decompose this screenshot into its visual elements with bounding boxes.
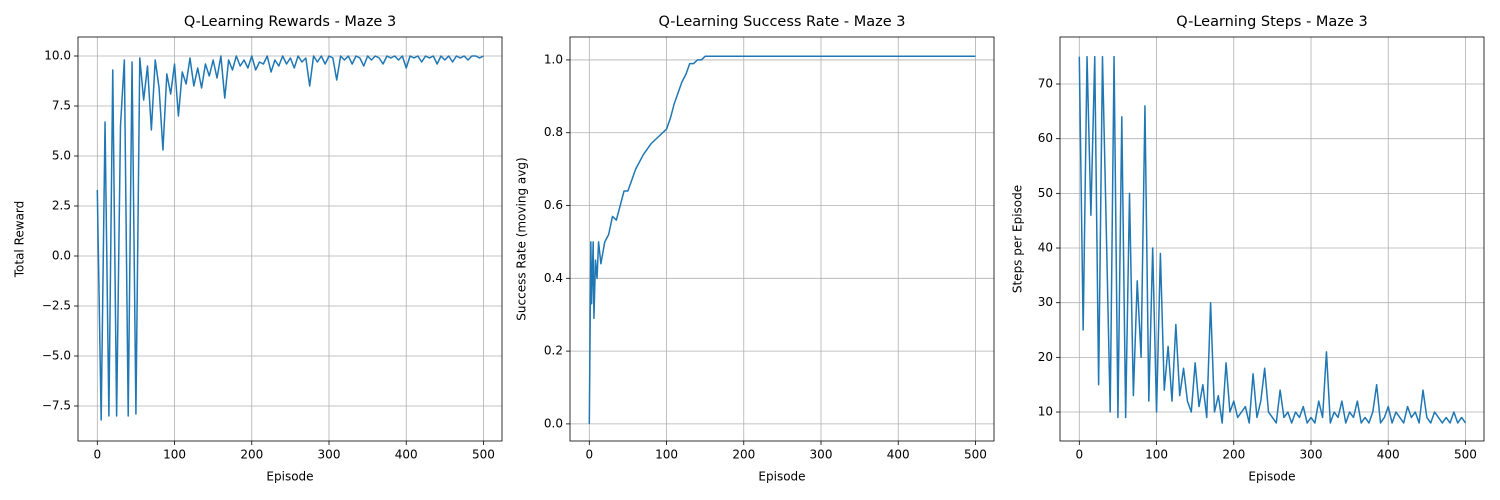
y-tick-label: 5.0 xyxy=(52,149,71,163)
y-tick-label: 60 xyxy=(1038,131,1053,145)
y-tick-label: −7.5 xyxy=(42,399,71,413)
y-tick-label: 0.4 xyxy=(544,271,563,285)
plot-frame xyxy=(569,36,995,442)
x-tick-label: 300 xyxy=(318,448,341,462)
x-tick-label: 500 xyxy=(472,448,495,462)
y-tick-label: 0.0 xyxy=(544,416,563,430)
y-tick-label: 50 xyxy=(1038,186,1053,200)
y-axis-label: Total Reward xyxy=(13,201,27,279)
y-tick-label: −2.5 xyxy=(42,299,71,313)
y-tick-label: 7.5 xyxy=(52,99,71,113)
x-tick-label: 400 xyxy=(395,448,418,462)
plot-frame xyxy=(77,36,503,442)
x-tick-label: 0 xyxy=(93,448,101,462)
chart-title: Q-Learning Rewards - Maze 3 xyxy=(184,14,396,30)
x-axis-label: Episode xyxy=(758,470,805,484)
y-tick-label: 0.0 xyxy=(52,249,71,263)
y-axis-label: Success Rate (moving avg) xyxy=(515,157,529,320)
y-tick-label: 0.2 xyxy=(544,344,563,358)
plot-frame xyxy=(1059,36,1485,442)
y-axis-label: Steps per Episode xyxy=(1011,185,1025,293)
x-tick-label: 500 xyxy=(1454,448,1477,462)
y-tick-label: 20 xyxy=(1038,350,1053,364)
x-tick-label: 200 xyxy=(732,448,755,462)
x-axis-label: Episode xyxy=(266,470,313,484)
data-line xyxy=(588,55,976,424)
x-axis-label: Episode xyxy=(1248,470,1295,484)
data-line xyxy=(1078,55,1467,424)
y-tick-label: 10 xyxy=(1038,405,1053,419)
y-tick-label: 40 xyxy=(1038,241,1053,255)
x-tick-label: 400 xyxy=(887,448,910,462)
chart-title: Q-Learning Steps - Maze 3 xyxy=(1176,14,1367,30)
y-tick-label: 1.0 xyxy=(544,52,563,66)
data-line xyxy=(96,55,484,421)
y-tick-label: 2.5 xyxy=(52,199,71,213)
x-tick-label: 0 xyxy=(585,448,593,462)
x-tick-label: 200 xyxy=(1222,448,1245,462)
y-tick-label: −5.0 xyxy=(42,349,71,363)
x-tick-label: 400 xyxy=(1377,448,1400,462)
y-tick-label: 0.6 xyxy=(544,198,563,212)
y-tick-label: 10.0 xyxy=(44,49,71,63)
x-tick-label: 300 xyxy=(1300,448,1323,462)
x-tick-label: 200 xyxy=(240,448,263,462)
x-tick-label: 100 xyxy=(163,448,186,462)
y-tick-label: 0.8 xyxy=(544,125,563,139)
x-tick-label: 500 xyxy=(964,448,987,462)
y-tick-label: 70 xyxy=(1038,77,1053,91)
x-tick-label: 100 xyxy=(655,448,678,462)
x-tick-label: 0 xyxy=(1075,448,1083,462)
x-tick-label: 300 xyxy=(810,448,833,462)
x-tick-label: 100 xyxy=(1145,448,1168,462)
chart-title: Q-Learning Success Rate - Maze 3 xyxy=(658,14,905,30)
y-tick-label: 30 xyxy=(1038,295,1053,309)
